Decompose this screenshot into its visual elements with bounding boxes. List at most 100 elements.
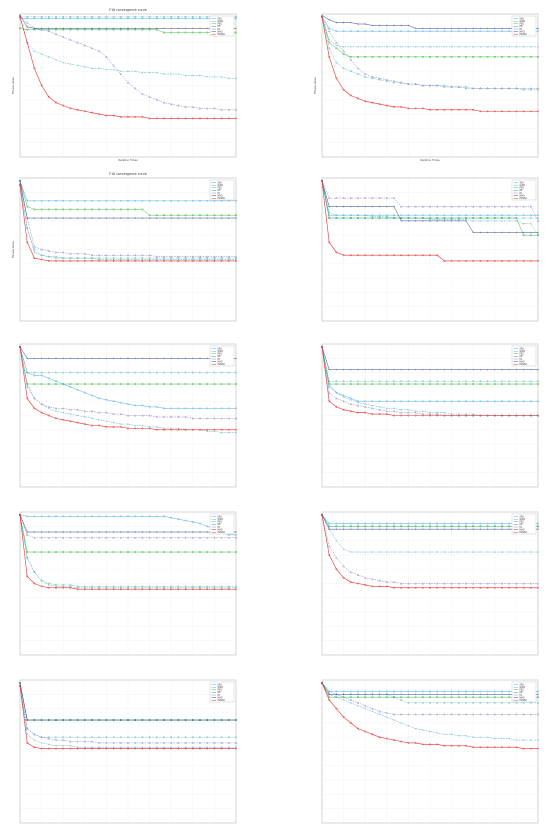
data-point-egssa bbox=[33, 582, 36, 585]
data-point-fa bbox=[141, 414, 144, 417]
data-point-ssa bbox=[83, 515, 86, 518]
data-point-hho bbox=[84, 531, 86, 533]
data-point-egssa bbox=[335, 251, 338, 254]
legend-label: HHO bbox=[520, 528, 525, 531]
data-point-fa bbox=[47, 29, 50, 33]
data-point-gwo bbox=[177, 73, 180, 75]
data-point-egssa bbox=[26, 741, 29, 744]
data-point-gwo bbox=[177, 427, 180, 430]
data-point-ssa bbox=[364, 30, 367, 33]
data-point-ssa bbox=[76, 199, 79, 202]
data-point-gwo bbox=[47, 56, 50, 58]
data-point-pso bbox=[493, 56, 496, 58]
data-point-hho bbox=[494, 231, 496, 234]
data-point-de bbox=[500, 701, 504, 705]
data-point-egssa bbox=[450, 108, 453, 111]
data-point-egssa bbox=[501, 259, 503, 262]
data-point-fa bbox=[112, 536, 115, 539]
data-point-fa bbox=[378, 710, 381, 713]
data-point-fa bbox=[414, 582, 417, 585]
data-point-de bbox=[428, 701, 432, 705]
data-point-pso bbox=[177, 214, 180, 217]
data-point-de bbox=[26, 15, 29, 19]
data-point-de bbox=[76, 736, 79, 739]
data-point-de bbox=[500, 525, 504, 528]
data-point-de bbox=[328, 380, 331, 383]
data-point-de bbox=[349, 216, 352, 220]
data-point-de bbox=[414, 82, 417, 86]
data-point-gwo bbox=[170, 746, 173, 749]
data-point-gwo bbox=[436, 551, 439, 553]
data-point-egssa bbox=[393, 254, 395, 257]
data-point-fa bbox=[493, 205, 496, 208]
data-point-fa bbox=[90, 536, 94, 539]
series-line-fa bbox=[19, 183, 236, 257]
data-point-hho bbox=[156, 357, 158, 360]
data-point-ssa bbox=[400, 30, 403, 33]
data-point-de bbox=[170, 15, 173, 19]
data-point-pso bbox=[457, 696, 460, 699]
data-point-egssa bbox=[537, 414, 539, 417]
data-point-hho bbox=[364, 205, 366, 208]
data-point-gwo bbox=[91, 586, 93, 589]
data-point-ssa bbox=[105, 199, 108, 202]
data-point-gwo bbox=[385, 407, 388, 410]
data-point-egssa bbox=[191, 259, 194, 262]
data-point-gwo bbox=[508, 46, 511, 48]
data-point-pso bbox=[134, 551, 137, 553]
data-point-fa bbox=[500, 582, 504, 585]
data-point-fa bbox=[33, 397, 36, 400]
data-point-gwo bbox=[119, 70, 122, 73]
data-point-ssa bbox=[55, 380, 57, 383]
data-point-de bbox=[220, 585, 223, 588]
data-point-de bbox=[112, 256, 115, 260]
data-point-hho bbox=[206, 27, 208, 30]
data-point-gwo bbox=[443, 551, 446, 553]
data-point-ssa bbox=[134, 515, 137, 518]
data-point-gwo bbox=[429, 411, 431, 414]
data-point-hho bbox=[69, 357, 72, 360]
data-point-pso bbox=[364, 56, 367, 58]
data-point-egssa bbox=[40, 747, 43, 750]
data-point-hho bbox=[192, 217, 194, 219]
data-point-egssa bbox=[450, 586, 453, 589]
data-point-hho bbox=[148, 531, 151, 533]
data-point-de bbox=[141, 256, 144, 260]
data-point-ssa bbox=[443, 30, 446, 33]
data-point-egssa bbox=[177, 588, 180, 591]
data-point-pso bbox=[522, 234, 525, 237]
data-point-de bbox=[522, 88, 525, 91]
data-point-egssa bbox=[69, 586, 72, 589]
data-point-ssa bbox=[450, 214, 453, 217]
data-point-hho bbox=[508, 528, 510, 530]
data-point-de bbox=[62, 256, 65, 260]
legend-label: EGSSA bbox=[520, 363, 528, 366]
data-point-hho bbox=[105, 27, 108, 30]
data-point-egssa bbox=[335, 707, 338, 710]
series-line-de bbox=[19, 514, 236, 587]
data-point-ssa bbox=[407, 214, 410, 217]
data-point-egssa bbox=[349, 410, 352, 413]
data-point-hho bbox=[465, 27, 467, 30]
data-point-egssa bbox=[19, 513, 21, 516]
data-point-pso bbox=[112, 551, 115, 553]
data-point-de bbox=[515, 216, 518, 220]
data-point-pso bbox=[40, 551, 43, 553]
data-point-fa bbox=[356, 701, 360, 704]
data-point-ssa bbox=[127, 515, 129, 518]
data-point-gwo bbox=[371, 404, 374, 407]
data-point-fa bbox=[213, 417, 216, 420]
data-point-ssa bbox=[33, 515, 36, 518]
data-point-hho bbox=[479, 27, 482, 30]
data-point-egssa bbox=[227, 428, 230, 431]
data-point-de bbox=[234, 736, 238, 739]
data-point-hho bbox=[141, 27, 144, 30]
legend-label: PSO bbox=[520, 187, 525, 190]
data-point-fa bbox=[400, 411, 403, 414]
data-point-pso bbox=[443, 696, 446, 699]
data-point-hho bbox=[76, 531, 79, 533]
data-point-fa bbox=[54, 251, 58, 254]
data-point-egssa bbox=[479, 746, 482, 749]
data-point-pso bbox=[19, 27, 21, 30]
data-point-hho bbox=[48, 719, 50, 721]
